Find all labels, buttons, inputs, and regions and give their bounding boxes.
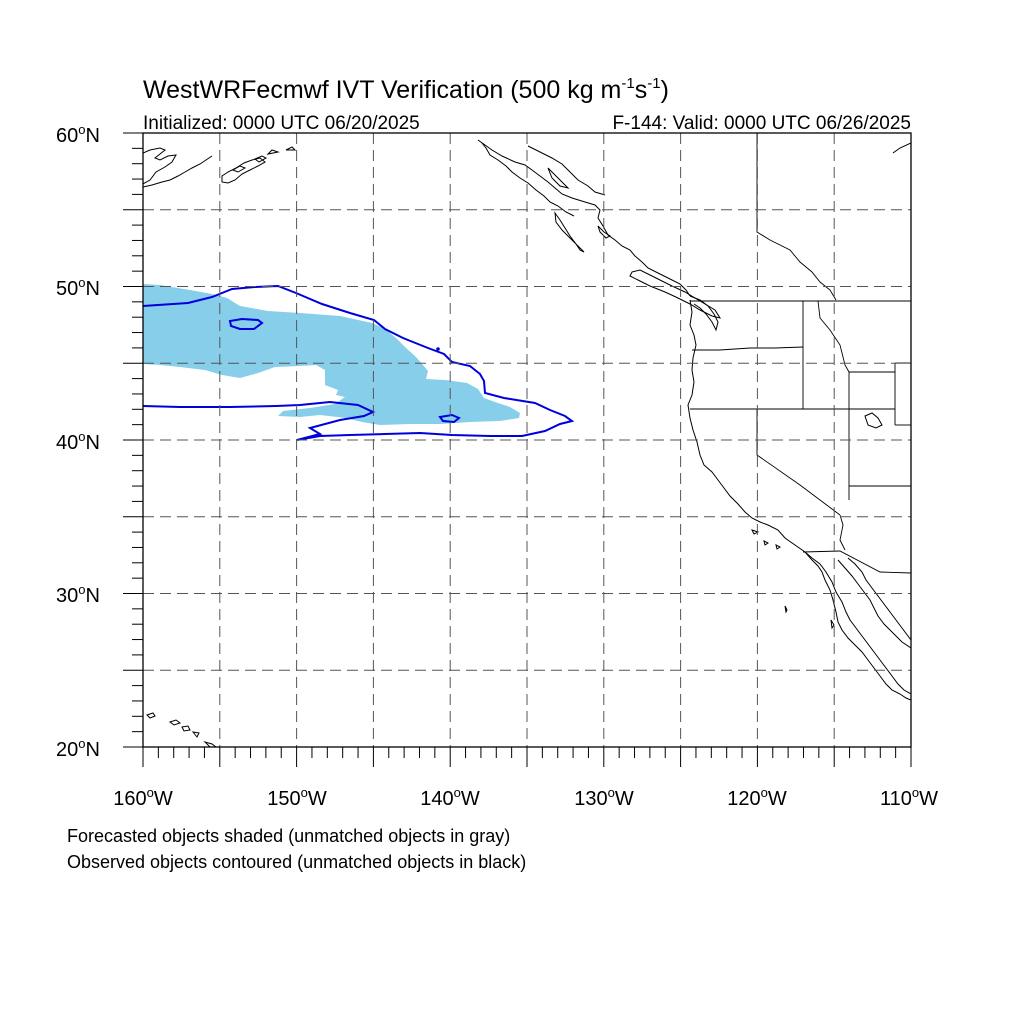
lon-label: 150oW bbox=[267, 785, 327, 810]
observed-ivt-dot bbox=[436, 347, 440, 351]
forecast-ivt-object bbox=[143, 284, 520, 425]
figure-title: WestWRFecmwf IVT Verification (500 kg m-… bbox=[143, 75, 669, 104]
longitude-labels: 160oW 150oW 140oW 130oW 120oW 110oW bbox=[113, 785, 938, 810]
lon-label: 160oW bbox=[113, 785, 173, 810]
lat-label: 30oN bbox=[56, 582, 100, 607]
valid-time-label: F-144: Valid: 0000 UTC 06/26/2025 bbox=[612, 113, 911, 134]
observed-ivt-contour-small bbox=[228, 317, 264, 330]
lat-label: 40oN bbox=[56, 429, 100, 454]
lon-label: 140oW bbox=[420, 785, 480, 810]
axis-ticks bbox=[123, 132, 912, 767]
lon-label: 130oW bbox=[574, 785, 634, 810]
footer-observed-note: Observed objects contoured (unmatched ob… bbox=[67, 852, 527, 872]
lat-label: 60oN bbox=[56, 122, 100, 147]
lon-label: 120oW bbox=[727, 785, 787, 810]
lon-label: 110oW bbox=[880, 785, 938, 810]
latitude-labels: 60oN 50oN 40oN 30oN 20oN bbox=[56, 122, 100, 761]
gridlines bbox=[143, 133, 911, 747]
coastlines bbox=[143, 139, 911, 747]
lat-label: 20oN bbox=[56, 736, 100, 761]
lat-label: 50oN bbox=[56, 275, 100, 300]
observed-ivt-contour bbox=[143, 284, 575, 441]
footer-forecast-note: Forecasted objects shaded (unmatched obj… bbox=[67, 826, 511, 846]
political-borders bbox=[690, 133, 911, 574]
init-time-label: Initialized: 0000 UTC 06/20/2025 bbox=[143, 113, 420, 134]
